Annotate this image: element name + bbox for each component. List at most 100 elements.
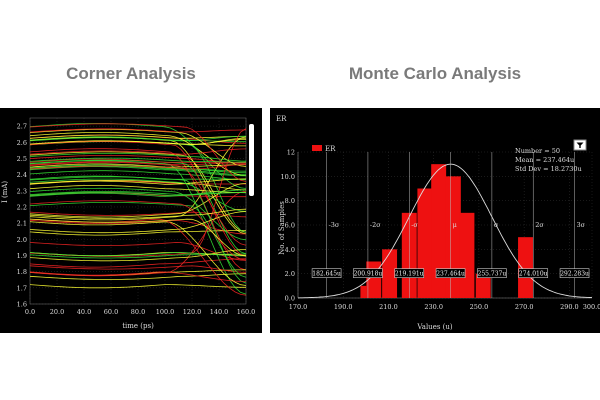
mc-chart-title: ER (276, 115, 287, 123)
histogram-bar (431, 164, 447, 298)
corner-y-tick-label: 2.4 (17, 171, 27, 179)
mc-x-tick-label: 230.0 (424, 303, 443, 311)
sigma-label: -2σ (370, 221, 381, 229)
corner-y-tick-label: 1.7 (17, 284, 27, 292)
corner-x-tick-label: 20.0 (50, 308, 64, 316)
mc-x-tick-label: 170.0 (289, 303, 308, 311)
monte-carlo-chart: ER -3σ 182.645u -2σ 200.918u -σ 219.191u μ 237.… (270, 108, 600, 333)
sigma-value-label: 274.010u (519, 270, 548, 277)
corner-y-tick-label: 2.6 (17, 139, 27, 147)
monte-carlo-plot: ER -3σ 182.645u -2σ 200.918u -σ 219.191u μ 237.… (270, 108, 600, 333)
corner-x-tick-label: 80.0 (131, 308, 145, 316)
corner-y-tick-label: 2.2 (17, 203, 27, 211)
corner-waveform (29, 208, 247, 219)
sigma-value-label: 237.464u (436, 270, 465, 277)
corner-x-axis-label: time (ps) (122, 322, 154, 330)
corner-y-tick-label: 2.7 (17, 123, 27, 131)
corner-waveform (29, 284, 246, 289)
corner-x-tick-label: 0.0 (25, 308, 35, 316)
corner-waveform (29, 249, 247, 262)
corner-waveform (29, 158, 247, 163)
corner-waveform (29, 123, 247, 182)
mc-y-tick-label: 10.0 (281, 173, 295, 181)
sigma-value-box (435, 268, 466, 278)
corner-y-tick-label: 2.3 (17, 187, 27, 195)
normal-distribution-curve (297, 163, 593, 299)
stat-mean: Mean = 237.464u (515, 156, 574, 164)
corner-waveform (29, 157, 246, 163)
sigma-value-label: 182.645u (312, 270, 341, 277)
corner-waveform (29, 163, 246, 168)
histogram-bar (475, 273, 491, 298)
sigma-value-box (518, 268, 549, 278)
mc-y-tick-label: 0.0 (285, 295, 295, 303)
sigma-label: σ (494, 221, 499, 229)
corner-waveform (29, 152, 247, 162)
legend-label: ER (325, 145, 336, 153)
corner-waveform (29, 211, 247, 234)
mc-x-tick-label: 210.0 (379, 303, 398, 311)
filter-button[interactable] (573, 139, 587, 151)
corner-waveform (29, 151, 247, 233)
histogram-bar (518, 237, 533, 298)
corner-analysis-plot: 1.6 1.7 1.8 1.9 2.0 2.1 2.2 2.3 2.4 2.5 2.6 2.7 0.0… (0, 108, 262, 333)
sigma-value-box (477, 268, 507, 278)
corner-waveform (29, 135, 247, 142)
mc-y-tick-label: 2.0 (285, 270, 295, 278)
corner-scrollbar[interactable] (249, 124, 254, 196)
corner-analysis-chart: 1.6 1.7 1.8 1.9 2.0 2.1 2.2 2.3 2.4 2.5 2.6 2.7 0.0… (0, 108, 262, 333)
stat-samples: Number = 50 (515, 147, 560, 155)
mc-y-tick-label: 4.0 (285, 246, 295, 254)
corner-waveform (29, 242, 247, 261)
sigma-value-label: 219.191u (395, 270, 424, 277)
corner-x-tick-label: 60.0 (104, 308, 118, 316)
corner-y-tick-label: 2.5 (17, 155, 27, 163)
sigma-label: 2σ (535, 221, 544, 229)
corner-y-tick-label: 1.8 (17, 268, 27, 276)
corner-x-tick-label: 160.0 (237, 308, 256, 316)
corner-waveform (29, 200, 247, 261)
corner-waveform (29, 178, 247, 212)
corner-waveform (29, 161, 247, 246)
corner-y-tick-label: 2.0 (17, 236, 27, 244)
histogram-bar (445, 176, 461, 298)
corner-waveform (29, 183, 247, 218)
corner-waveform (29, 134, 246, 139)
corner-waveform (29, 221, 247, 286)
corner-x-tick-label: 140.0 (210, 308, 229, 316)
corner-waveform (29, 128, 247, 133)
sigma-value-label: 255.737u (478, 270, 507, 277)
histogram-bar (382, 249, 398, 298)
corner-y-tick-label: 2.1 (17, 220, 27, 228)
histogram-bar (459, 212, 475, 298)
corner-analysis-heading: Corner Analysis (66, 64, 196, 83)
corner-waveform (29, 140, 246, 147)
mc-y-axis-label: No. of Samples (278, 201, 286, 255)
corner-waveform (29, 258, 246, 268)
corner-waveform (29, 191, 247, 196)
corner-waveform (29, 271, 247, 282)
corner-waveform (29, 123, 247, 189)
corner-waveform (29, 166, 247, 177)
corner-waveform (29, 265, 247, 273)
sigma-label: -3σ (329, 221, 340, 229)
sigma-label: 3σ (577, 221, 586, 229)
mc-x-tick-label: 190.0 (334, 303, 353, 311)
mc-x-axis-label: Values (u) (416, 323, 453, 331)
mc-x-tick-label: 290.0 (560, 303, 579, 311)
mc-x-tick-label: 300.0 (583, 303, 600, 311)
sigma-label: μ (453, 221, 457, 229)
filter-icon (576, 142, 584, 148)
sigma-value-box (559, 268, 590, 278)
corner-waveform (29, 176, 247, 284)
corner-waveform (29, 164, 247, 170)
corner-waveform (29, 180, 247, 191)
corner-y-tick-label: 1.9 (17, 252, 27, 260)
corner-waveform (29, 190, 247, 277)
mc-y-tick-label: 6.0 (285, 222, 295, 230)
corner-waveform (29, 136, 246, 143)
monte-carlo-heading: Monte Carlo Analysis (348, 64, 522, 83)
corner-waveform (29, 230, 246, 236)
corner-waveform (29, 202, 247, 278)
sigma-label: -σ (411, 221, 418, 229)
